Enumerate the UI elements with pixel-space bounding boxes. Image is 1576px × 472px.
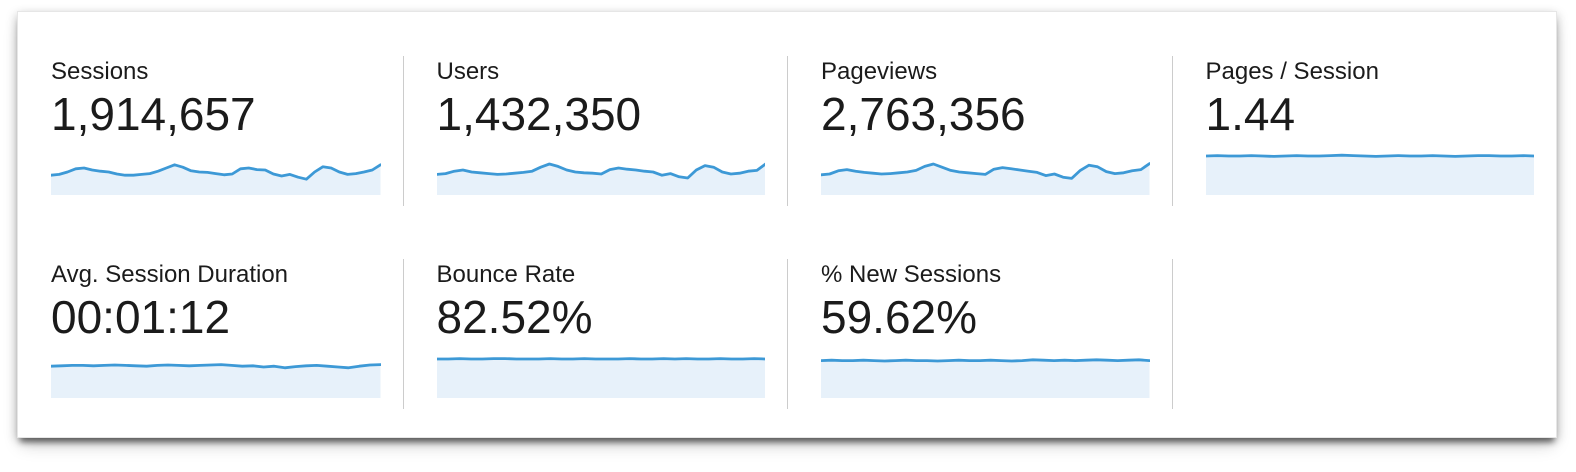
metric-card-bounce-rate[interactable]: Bounce Rate 82.52%: [402, 259, 788, 409]
metric-label: Bounce Rate: [436, 261, 576, 288]
pageviews-sparkline-chart: [821, 162, 1150, 195]
metric-label: Pageviews: [821, 58, 938, 85]
metric-value: 2,763,356: [821, 88, 1026, 141]
metric-label: Users: [436, 58, 500, 85]
bounce-rate-sparkline-chart: [436, 357, 765, 398]
users-sparkline-chart: [436, 162, 765, 195]
metric-label: Sessions: [51, 58, 149, 85]
metric-value: 1,432,350: [436, 88, 642, 141]
empty-metric-slot: [1171, 259, 1557, 409]
metric-label: Avg. Session Duration: [51, 261, 289, 288]
metric-value: 1,914,657: [51, 88, 256, 141]
metric-card-pageviews[interactable]: Pageviews 2,763,356: [787, 56, 1172, 206]
metric-card-percent-new-sessions[interactable]: % New Sessions 59.62%: [787, 259, 1172, 409]
metric-card-avg-session-duration[interactable]: Avg. Session Duration 00:01:12: [18, 259, 403, 409]
metric-value: 59.62%: [821, 291, 978, 344]
metric-value: 1.44: [1205, 88, 1296, 141]
metric-value: 00:01:12: [51, 291, 231, 344]
percent-new-sessions-sparkline-chart: [821, 358, 1150, 398]
avg-session-duration-sparkline-chart: [51, 363, 381, 398]
sessions-sparkline-chart: [51, 163, 381, 195]
metrics-grid: Sessions 1,914,657 Users 1,432,350 Pagev…: [18, 56, 1556, 409]
metric-card-users[interactable]: Users 1,432,350: [402, 56, 788, 206]
pages-per-session-sparkline-chart: [1205, 153, 1534, 195]
metric-label: % New Sessions: [821, 261, 1002, 288]
metric-card-pages-per-session[interactable]: Pages / Session 1.44: [1171, 56, 1557, 206]
metric-value: 82.52%: [436, 291, 593, 344]
metrics-summary-card: Sessions 1,914,657 Users 1,432,350 Pagev…: [17, 11, 1557, 438]
metric-card-sessions[interactable]: Sessions 1,914,657: [18, 56, 403, 206]
metric-label: Pages / Session: [1205, 58, 1379, 85]
